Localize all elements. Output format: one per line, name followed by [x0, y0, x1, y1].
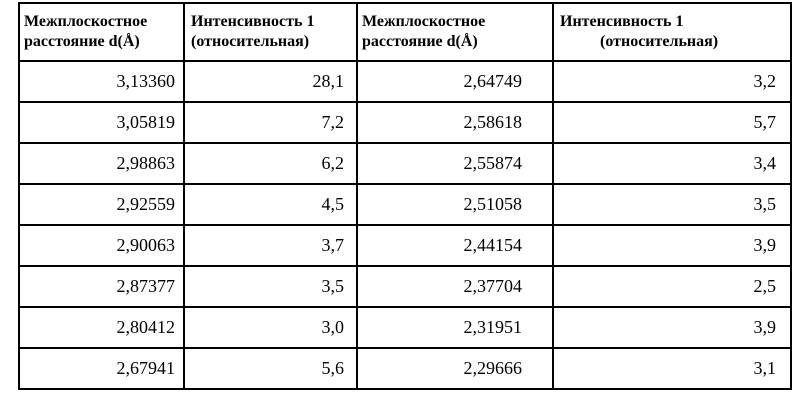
intensity-cell: 28,1 — [183, 60, 358, 103]
d-spacing-cell: 2,87377 — [18, 265, 185, 308]
header-text: Интенсивность 1 — [560, 13, 684, 30]
table-header-row: Межплоскостное расстояние d(Å) Интенсивн… — [18, 2, 792, 62]
intensity-cell: 3,5 — [183, 265, 358, 308]
d-spacing-cell: 2,51058 — [356, 183, 554, 226]
d-spacing-cell: 2,29666 — [356, 347, 554, 390]
d-spacing-cell: 2,92559 — [18, 183, 185, 226]
table-row: 2,80412 3,0 2,31951 3,9 — [18, 306, 792, 349]
intensity-cell: 5,7 — [552, 101, 792, 144]
d-spacing-cell: 3,13360 — [18, 60, 185, 103]
table-row: 3,13360 28,1 2,64749 3,2 — [18, 60, 792, 103]
d-spacing-cell: 2,44154 — [356, 224, 554, 267]
intensity-cell: 3,4 — [552, 142, 792, 185]
intensity-cell: 3,7 — [183, 224, 358, 267]
d-spacing-cell: 2,31951 — [356, 306, 554, 349]
d-spacing-cell: 2,37704 — [356, 265, 554, 308]
intensity-cell: 3,9 — [552, 224, 792, 267]
table-row: 2,98863 6,2 2,55874 3,4 — [18, 142, 792, 185]
xrd-data-table: Межплоскостное расстояние d(Å) Интенсивн… — [18, 2, 792, 390]
header-text: Межплоскостное — [24, 13, 148, 30]
header-d-spacing-1: Межплоскостное расстояние d(Å) — [18, 2, 185, 62]
header-text: (относительная) — [600, 33, 719, 50]
table-body: 3,13360 28,1 2,64749 3,2 3,05819 7,2 2,58618 5,… — [18, 60, 792, 390]
header-intensity-2: Интенсивность 1 (относительная) — [552, 2, 792, 62]
intensity-cell: 7,2 — [183, 101, 358, 144]
table-row: 3,05819 7,2 2,58618 5,7 — [18, 101, 792, 144]
d-spacing-cell: 2,67941 — [18, 347, 185, 390]
header-d-spacing-2: Межплоскостное расстояние d(Å) — [356, 2, 554, 62]
header-text: расстояние d(Å) — [24, 33, 140, 50]
d-spacing-cell: 2,64749 — [356, 60, 554, 103]
intensity-cell: 3,0 — [183, 306, 358, 349]
d-spacing-cell: 2,58618 — [356, 101, 554, 144]
intensity-cell: 6,2 — [183, 142, 358, 185]
d-spacing-cell: 2,90063 — [18, 224, 185, 267]
d-spacing-cell: 2,55874 — [356, 142, 554, 185]
intensity-cell: 2,5 — [552, 265, 792, 308]
intensity-cell: 4,5 — [183, 183, 358, 226]
table-row: 2,90063 3,7 2,44154 3,9 — [18, 224, 792, 267]
table-row: 2,92559 4,5 2,51058 3,5 — [18, 183, 792, 226]
table-row: 2,87377 3,5 2,37704 2,5 — [18, 265, 792, 308]
intensity-cell: 5,6 — [183, 347, 358, 390]
intensity-cell: 3,1 — [552, 347, 792, 390]
header-text: расстояние d(Å) — [362, 33, 478, 50]
header-text: (относительная) — [191, 33, 310, 50]
d-spacing-cell: 3,05819 — [18, 101, 185, 144]
header-intensity-1: Интенсивность 1 (относительная) — [183, 2, 358, 62]
intensity-cell: 3,2 — [552, 60, 792, 103]
header-text: Межплоскостное — [362, 13, 486, 30]
d-spacing-cell: 2,80412 — [18, 306, 185, 349]
table-row: 2,67941 5,6 2,29666 3,1 — [18, 347, 792, 390]
intensity-cell: 3,9 — [552, 306, 792, 349]
intensity-cell: 3,5 — [552, 183, 792, 226]
d-spacing-cell: 2,98863 — [18, 142, 185, 185]
header-text: Интенсивность 1 — [191, 13, 315, 30]
